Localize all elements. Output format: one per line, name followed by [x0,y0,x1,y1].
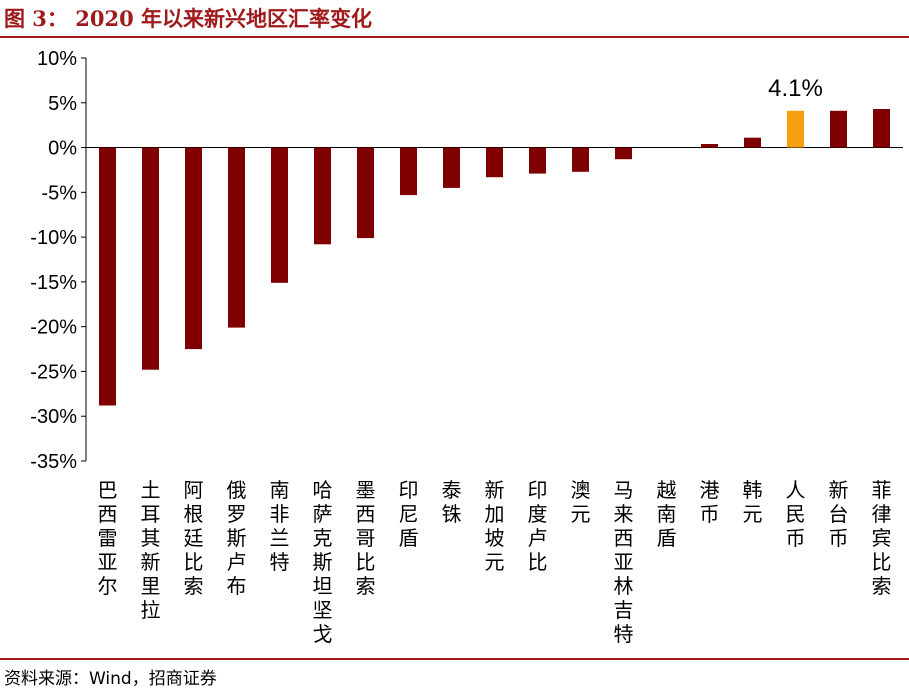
category-label: 马来西亚林吉特 [613,478,634,646]
category-label: 印尼盾 [398,478,419,550]
y-tick-label: -5% [41,182,77,204]
y-tick-label: -25% [30,361,77,383]
bar [529,147,546,174]
y-tick-label: 10% [37,48,77,70]
bar [357,147,374,239]
bar [142,147,159,370]
bar [744,137,761,148]
bar [271,147,288,283]
bar [873,109,890,148]
figure-title: 图 3： 2020 年以来新兴地区汇率变化 [4,6,372,31]
y-tick-label: 0% [48,138,77,160]
bar [99,147,116,406]
y-tick-label: -10% [30,227,77,249]
bar [615,147,632,160]
category-label: 人民币 [785,478,806,550]
category-label: 泰铢 [441,478,462,526]
bar [185,147,202,350]
bar [572,147,589,172]
category-label: 土耳其新里拉 [140,478,161,622]
category-label: 墨西哥比索 [355,478,376,598]
category-label: 港币 [699,478,720,526]
bar [314,147,331,245]
y-tick-label: 5% [48,93,77,115]
category-label: 俄罗斯卢布 [226,478,247,598]
bar [443,147,460,188]
bar [228,147,245,328]
category-label: 阿根廷比索 [183,478,204,598]
title-divider [0,36,909,38]
category-label: 澳元 [570,478,591,526]
bar [701,144,718,148]
y-tick-label: -20% [30,317,77,339]
category-label: 新加坡元 [484,478,505,574]
category-label: 巴西雷亚尔 [97,478,118,598]
category-label: 南非兰特 [269,478,290,574]
bar [787,110,804,148]
category-label: 越南盾 [656,478,677,550]
category-label: 新台币 [828,478,849,550]
bar [486,147,503,178]
category-label: 菲律宾比索 [871,478,892,598]
category-label: 韩元 [742,478,763,526]
title-bar: 图 3： 2020 年以来新兴地区汇率变化 [0,0,909,36]
data-label: 4.1% [768,75,823,102]
footer-divider [0,658,909,660]
bar [830,110,847,148]
category-label: 哈萨克斯坦坚戈 [312,478,333,646]
category-label: 印度卢比 [527,478,548,574]
y-tick-label: -15% [30,272,77,294]
bar [400,147,417,196]
y-tick-label: -30% [30,406,77,428]
y-tick-label: -35% [30,451,77,473]
source-note: 资料来源：Wind，招商证券 [4,669,217,689]
